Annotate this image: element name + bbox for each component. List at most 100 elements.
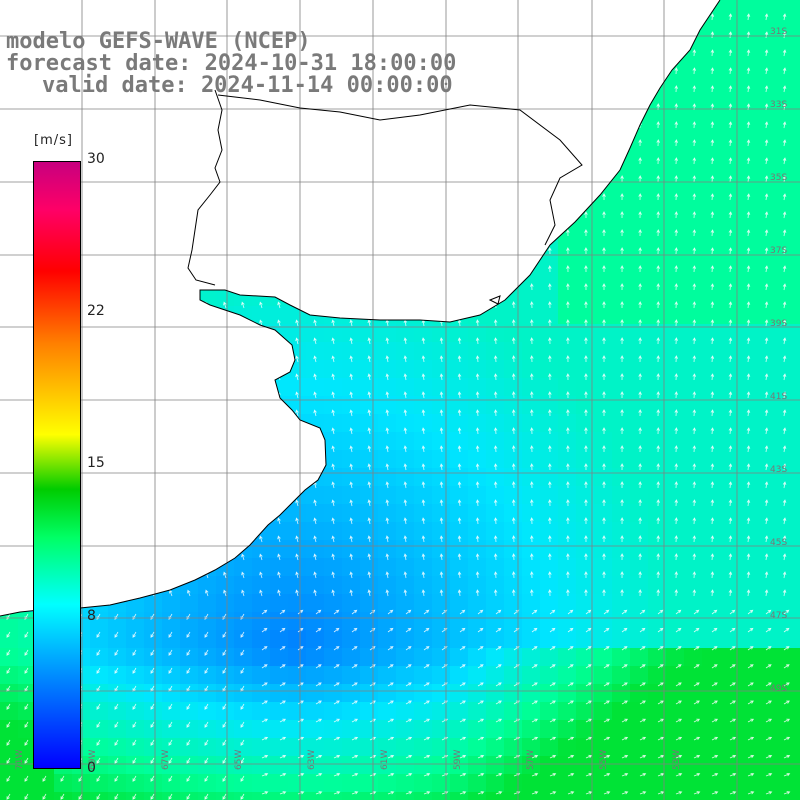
wind-arrow: [367, 427, 372, 435]
wind-arrow: [548, 463, 552, 471]
wind-arrow: [602, 283, 606, 291]
field-cell: [720, 486, 738, 504]
field-cell: [180, 684, 198, 702]
wind-arrow: [746, 13, 751, 21]
field-cell: [594, 252, 612, 270]
wind-arrow: [585, 700, 592, 705]
field-cell: [414, 702, 432, 720]
field-cell: [648, 756, 666, 774]
field-cell: [288, 522, 306, 540]
field-cell: [774, 792, 792, 800]
field-cell: [738, 594, 756, 612]
wind-arrow: [693, 609, 700, 615]
field-cell: [756, 414, 774, 432]
field-cell: [576, 378, 594, 396]
wind-arrow: [349, 355, 353, 363]
wind-arrow: [495, 736, 503, 741]
wind-arrow: [674, 265, 679, 273]
field-cell: [792, 54, 800, 72]
wind-arrow: [638, 229, 642, 237]
field-cell: [774, 432, 792, 450]
field-cell: [594, 342, 612, 360]
field-cell: [252, 306, 270, 324]
field-cell: [306, 666, 324, 684]
wind-arrow: [674, 427, 679, 435]
field-cell: [324, 792, 342, 800]
field-cell: [738, 468, 756, 486]
wind-arrow: [782, 517, 787, 525]
wind-arrow: [656, 121, 660, 129]
field-cell: [684, 414, 702, 432]
field-cell: [540, 684, 558, 702]
wind-arrow: [475, 319, 480, 327]
field-cell: [432, 612, 450, 630]
field-cell: [360, 594, 378, 612]
field-cell: [450, 720, 468, 738]
wind-arrow: [747, 627, 754, 633]
field-cell: [612, 342, 630, 360]
wind-arrow: [530, 517, 534, 525]
wind-arrow: [584, 499, 588, 507]
wind-arrow: [692, 463, 697, 471]
field-cell: [486, 612, 504, 630]
wind-arrow: [584, 283, 588, 291]
wind-arrow: [710, 229, 715, 237]
wind-arrow: [746, 31, 751, 39]
wind-arrow: [279, 664, 286, 669]
wind-arrow: [746, 409, 751, 417]
field-cell: [612, 468, 630, 486]
wind-arrow: [674, 319, 679, 327]
field-cell: [594, 666, 612, 684]
field-cell: [18, 630, 36, 648]
field-cell: [342, 540, 360, 558]
wind-arrow: [331, 499, 335, 507]
wind-arrow: [710, 193, 715, 201]
field-cell: [576, 270, 594, 288]
field-cell: [540, 720, 558, 738]
field-cell: [504, 450, 522, 468]
lon-label: 57W: [526, 750, 536, 770]
wind-arrow: [297, 627, 304, 633]
field-cell: [252, 540, 270, 558]
field-cell: [450, 684, 468, 702]
wind-arrow: [493, 517, 498, 525]
field-cell: [720, 324, 738, 342]
wind-arrow: [403, 481, 408, 489]
field-cell: [702, 468, 720, 486]
field-cell: [0, 630, 18, 648]
field-cell: [756, 36, 774, 54]
wind-arrow: [782, 211, 787, 219]
field-cell: [720, 144, 738, 162]
field-cell: [738, 252, 756, 270]
wind-arrow: [783, 700, 790, 705]
wind-arrow: [96, 703, 101, 710]
wind-arrow: [459, 791, 467, 795]
field-cell: [432, 666, 450, 684]
colorbar-tick-22: 22: [87, 303, 105, 319]
field-cell: [594, 684, 612, 702]
field-cell: [108, 684, 126, 702]
wind-arrow: [457, 409, 462, 417]
wind-arrow: [475, 373, 480, 381]
field-cell: [756, 288, 774, 306]
wind-arrow: [728, 535, 733, 543]
field-cell: [360, 486, 378, 504]
wind-arrow: [421, 373, 426, 381]
wind-arrow: [423, 754, 431, 759]
wind-arrow: [367, 535, 372, 543]
wind-arrow: [567, 718, 575, 723]
wind-arrow: [351, 718, 359, 723]
wind-arrow: [315, 646, 322, 651]
wind-arrow: [602, 535, 606, 543]
wind-arrow: [331, 409, 335, 417]
wind-arrow: [747, 772, 755, 777]
wind-arrow: [603, 609, 610, 615]
field-cell: [432, 360, 450, 378]
wind-arrow: [313, 409, 317, 417]
wind-arrow: [405, 754, 413, 759]
field-cell: [630, 576, 648, 594]
wind-arrow: [6, 649, 11, 656]
wind-arrow: [692, 553, 697, 561]
field-cell: [162, 630, 180, 648]
wind-arrow: [259, 535, 263, 543]
